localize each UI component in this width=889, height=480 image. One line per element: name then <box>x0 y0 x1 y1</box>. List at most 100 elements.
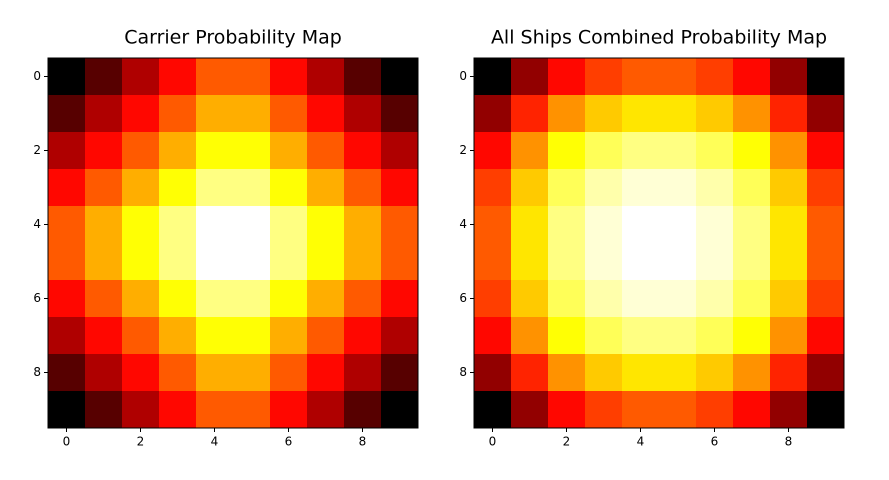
heatmap-cell <box>770 391 808 429</box>
heatmap-cell <box>733 206 771 244</box>
heatmap-cell <box>548 354 586 392</box>
y-tick-label: 8 <box>459 365 467 379</box>
heatmap-cell <box>270 58 308 96</box>
heatmap-cell <box>733 280 771 318</box>
y-tick-label: 6 <box>33 291 41 305</box>
heatmap-cell <box>307 206 345 244</box>
heatmap-cell <box>85 354 123 392</box>
y-tick-label: 2 <box>459 143 467 157</box>
heatmap-cell <box>659 280 697 318</box>
heatmap-cell <box>344 354 382 392</box>
heatmap-cell <box>344 95 382 133</box>
heatmap-cell <box>622 132 660 170</box>
heatmap-cell <box>122 132 160 170</box>
heatmap-cell <box>48 280 86 318</box>
heatmap-cell <box>381 280 419 318</box>
heatmap-cell <box>770 206 808 244</box>
heatmap-cell <box>344 58 382 96</box>
heatmap-cell <box>585 317 623 355</box>
heatmap-cell <box>474 206 512 244</box>
heatmap-cell <box>196 132 234 170</box>
heatmap-cell <box>344 206 382 244</box>
x-tick-label: 0 <box>63 435 71 449</box>
heatmap-cell <box>548 280 586 318</box>
heatmap-cell <box>381 206 419 244</box>
heatmap-cell <box>548 58 586 96</box>
heatmap-cell <box>196 206 234 244</box>
heatmap-cell <box>807 354 845 392</box>
heatmap-cell <box>344 391 382 429</box>
heatmap-cell <box>270 169 308 207</box>
heatmap-cell <box>696 132 734 170</box>
heatmap-cell <box>307 243 345 281</box>
heatmap-cell <box>659 391 697 429</box>
heatmap-cell <box>233 391 271 429</box>
heatmap-cell <box>122 280 160 318</box>
heatmap-cell <box>733 317 771 355</box>
heatmap-cell <box>511 280 549 318</box>
axes-frame <box>47 57 419 429</box>
heatmap-cell <box>381 58 419 96</box>
heatmap-cell <box>196 391 234 429</box>
heatmap-cell <box>622 243 660 281</box>
heatmap-cell <box>233 132 271 170</box>
heatmap-cell <box>85 169 123 207</box>
heatmap-cell <box>770 243 808 281</box>
heatmap-cell <box>622 354 660 392</box>
heatmap-cell <box>585 169 623 207</box>
heatmap-cell <box>381 391 419 429</box>
heatmap-cell <box>381 317 419 355</box>
heatmap-cell <box>48 169 86 207</box>
heatmap-cell <box>696 243 734 281</box>
chart-title: Carrier Probability Map <box>124 27 342 49</box>
heatmap-cell <box>770 58 808 96</box>
heatmap-cell <box>770 354 808 392</box>
heatmap-cell <box>733 132 771 170</box>
heatmap-cell <box>159 317 197 355</box>
heatmap-cell <box>122 317 160 355</box>
heatmap-cell <box>807 206 845 244</box>
heatmap-cell <box>85 95 123 133</box>
heatmap-cell <box>807 169 845 207</box>
heatmap-cell <box>511 58 549 96</box>
heatmap-cell <box>770 95 808 133</box>
heatmap-cell <box>696 354 734 392</box>
heatmap-cell <box>585 95 623 133</box>
heatmap-cell <box>159 58 197 96</box>
x-tick-label: 2 <box>563 435 571 449</box>
heatmap-cell <box>548 391 586 429</box>
heatmap-cell <box>122 95 160 133</box>
heatmap-cell <box>159 354 197 392</box>
heatmap-cell <box>381 169 419 207</box>
heatmap-cell <box>474 243 512 281</box>
heatmap-cell <box>270 95 308 133</box>
heatmap-cell <box>270 354 308 392</box>
heatmap-cell <box>344 243 382 281</box>
heatmap-cell <box>696 317 734 355</box>
heatmap-cell <box>770 280 808 318</box>
heatmap-cell <box>196 243 234 281</box>
heatmap-cell <box>474 354 512 392</box>
heatmap-cell <box>48 354 86 392</box>
heatmap-cell <box>344 280 382 318</box>
heatmap-cell <box>733 169 771 207</box>
heatmap-cell <box>585 58 623 96</box>
heatmap-cell <box>770 132 808 170</box>
heatmap-cell <box>474 169 512 207</box>
x-tick-label: 4 <box>637 435 645 449</box>
heatmap-cell <box>733 95 771 133</box>
heatmap-cell <box>548 132 586 170</box>
heatmap-cell <box>233 243 271 281</box>
heatmap-cell <box>48 58 86 96</box>
heatmap-cell <box>196 58 234 96</box>
heatmap-cell <box>548 169 586 207</box>
heatmap-cell <box>307 132 345 170</box>
heatmap-cell <box>48 243 86 281</box>
heatmap-cell <box>270 243 308 281</box>
heatmap-cell <box>622 317 660 355</box>
heatmap-cell <box>48 95 86 133</box>
x-tick-label: 4 <box>211 435 219 449</box>
heatmap-cell <box>344 132 382 170</box>
heatmap-cell <box>733 58 771 96</box>
heatmap-cell <box>85 206 123 244</box>
